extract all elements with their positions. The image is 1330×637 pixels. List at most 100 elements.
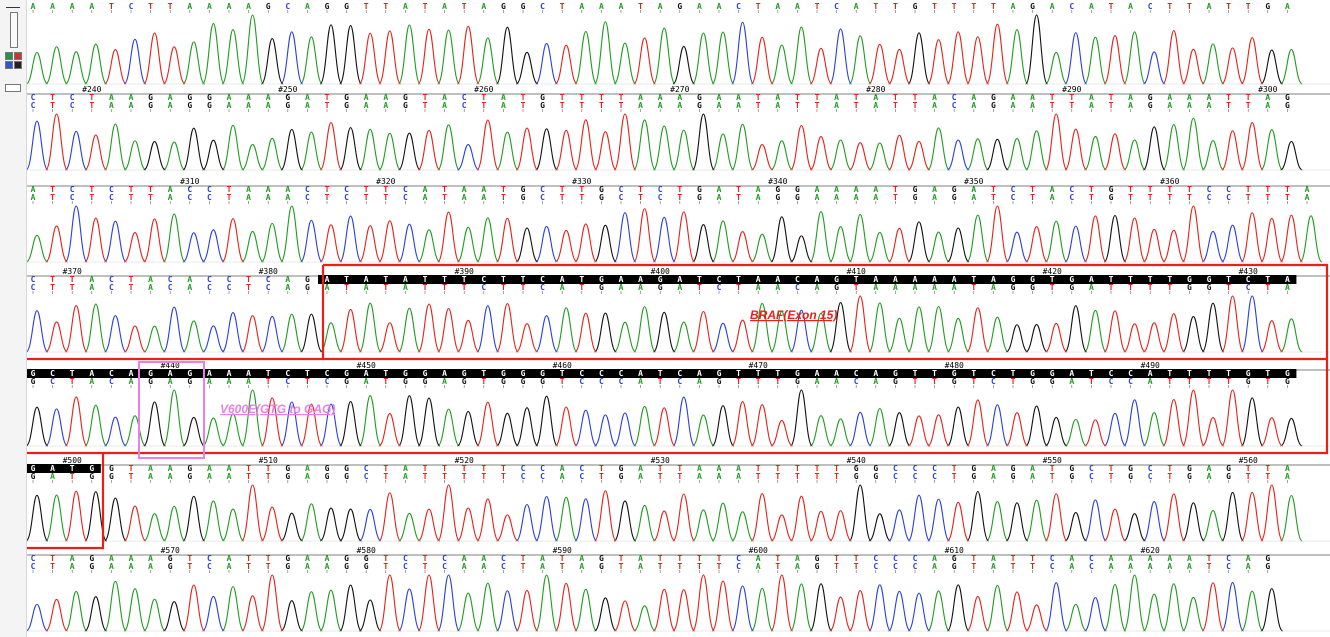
consensus-base: T (1089, 369, 1094, 378)
base-call: C (952, 101, 957, 110)
consensus-base: A (736, 464, 741, 473)
consensus-base: T (1265, 464, 1270, 473)
base-call: T (109, 2, 114, 11)
base-call: T (579, 193, 584, 202)
base-call: G (1030, 2, 1035, 11)
base-call: C (599, 377, 604, 386)
consensus-base: A (1148, 369, 1153, 378)
consensus-base: G (658, 275, 663, 284)
base-call: T (383, 562, 388, 571)
position-tick-label: #520 (455, 456, 474, 465)
consensus-base: A (481, 185, 486, 194)
consensus-base: G (31, 369, 36, 378)
consensus-base: A (795, 554, 800, 563)
consensus-base: C (109, 275, 114, 284)
base-call: C (31, 562, 36, 571)
consensus-base: T (462, 464, 467, 473)
base-call: G (1011, 472, 1016, 481)
base-call: A (775, 283, 780, 292)
base-call: A (1167, 101, 1172, 110)
base-call: A (658, 101, 663, 110)
base-call: G (1187, 472, 1192, 481)
selected-sequence-band[interactable] (27, 369, 1297, 378)
consensus-base: C (717, 275, 722, 284)
base-call: A (462, 562, 467, 571)
base-call: T (364, 2, 369, 11)
consensus-base: C (521, 464, 526, 473)
base-color-icon-g[interactable] (14, 52, 22, 60)
consensus-base: C (991, 369, 996, 378)
consensus-base: A (227, 554, 232, 563)
base-call: A (638, 377, 643, 386)
base-call: C (109, 377, 114, 386)
base-call: G (403, 377, 408, 386)
consensus-base: G (187, 369, 192, 378)
base-call: G (344, 101, 349, 110)
consensus-base: G (1187, 275, 1192, 284)
consensus-base: T (501, 275, 506, 284)
base-call: C (462, 101, 467, 110)
consensus-base: T (266, 464, 271, 473)
consensus-base: G (1285, 369, 1290, 378)
base-call: T (1226, 101, 1231, 110)
base-call: T (50, 283, 55, 292)
base-color-icon-c[interactable] (5, 61, 13, 69)
consensus-base: A (932, 93, 937, 102)
consensus-base: A (991, 464, 996, 473)
consensus-base: T (736, 369, 741, 378)
consensus-base: T (481, 93, 486, 102)
base-call: C (795, 283, 800, 292)
base-call: T (1265, 283, 1270, 292)
base-call: T (1050, 101, 1055, 110)
consensus-base: A (873, 369, 878, 378)
base-call: C (266, 283, 271, 292)
base-call: A (129, 101, 134, 110)
consensus-base: G (1226, 464, 1231, 473)
consensus-base: C (344, 185, 349, 194)
base-call: A (560, 283, 565, 292)
consensus-base: T (1265, 369, 1270, 378)
consensus-base: T (501, 185, 506, 194)
consensus-base: T (1109, 275, 1114, 284)
consensus-base: G (403, 93, 408, 102)
base-call: T (873, 2, 878, 11)
consensus-base: G (540, 369, 545, 378)
consensus-base: A (148, 275, 153, 284)
horizontal-ruler-icon[interactable] (6, 4, 20, 10)
position-tick-label: #580 (357, 546, 376, 555)
base-color-icon-a[interactable] (5, 52, 13, 60)
selected-sequence-band[interactable] (318, 275, 1297, 284)
base-call: A (227, 562, 232, 571)
vertical-ruler-icon[interactable] (10, 12, 18, 48)
consensus-base: A (89, 369, 94, 378)
base-call: A (70, 562, 75, 571)
consensus-base: A (932, 275, 937, 284)
consensus-base: T (1148, 275, 1153, 284)
base-call: G (599, 283, 604, 292)
base-call: A (109, 562, 114, 571)
base-call: G (952, 193, 957, 202)
position-tick-label: #480 (945, 361, 964, 370)
consensus-base: T (658, 369, 663, 378)
base-call: T (952, 472, 957, 481)
consensus-base: G (1187, 464, 1192, 473)
trace-toggle-icon[interactable] (5, 84, 21, 92)
base-call: T (756, 2, 761, 11)
consensus-base: C (31, 275, 36, 284)
selected-sequence-band[interactable] (27, 464, 101, 473)
trace-t (45, 574, 1225, 632)
base-call: A (31, 2, 36, 11)
base-call: T (658, 472, 663, 481)
base-call: G (913, 193, 918, 202)
consensus-base: T (677, 554, 682, 563)
consensus-base: A (658, 93, 663, 102)
base-call: A (325, 562, 330, 571)
base-color-icon-t[interactable] (14, 61, 22, 69)
base-call: C (1207, 193, 1212, 202)
base-call: G (1226, 472, 1231, 481)
base-call: G (521, 2, 526, 11)
base-call: T (1167, 193, 1172, 202)
base-call: A (932, 283, 937, 292)
exon-15-region-box (27, 263, 1329, 550)
